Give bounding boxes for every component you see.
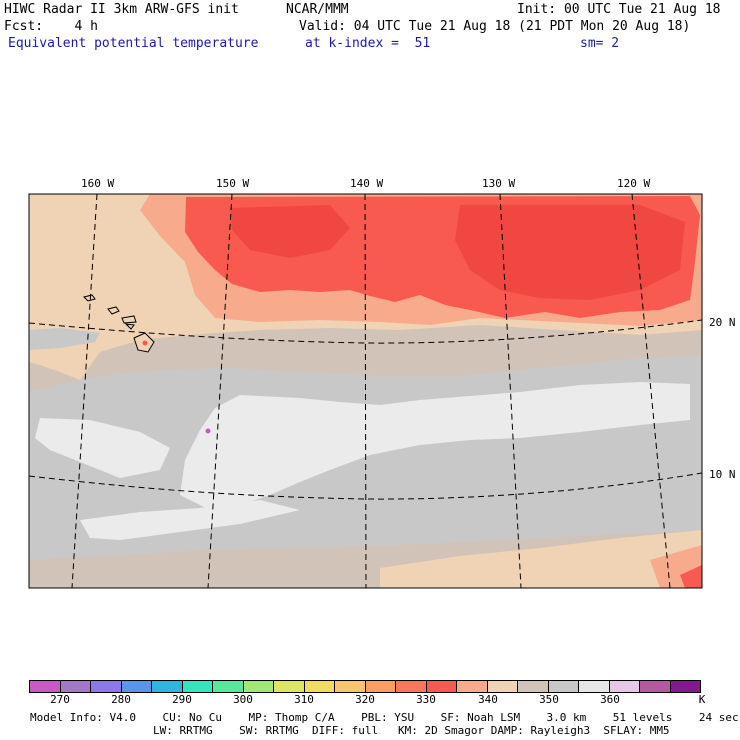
colorbar-tick-320: 320 bbox=[355, 693, 375, 706]
physics-info-line: LW: RRTMG SW: RRTMG DIFF: full KM: 2D Sm… bbox=[153, 724, 670, 737]
smoothing-label: sm= 2 bbox=[580, 36, 620, 51]
white-band-west bbox=[35, 418, 170, 478]
colorbar-swatch-19 bbox=[609, 681, 640, 692]
colorbar-tick-270: 270 bbox=[50, 693, 70, 706]
colorbar-swatch-8 bbox=[274, 681, 305, 692]
hawaiian-islands bbox=[83, 294, 155, 353]
lon-label-150w: 150 W bbox=[216, 177, 250, 190]
forecast-hour: Fcst: 4 h bbox=[4, 19, 98, 34]
colorbar-tick-360: 360 bbox=[600, 693, 620, 706]
colorbar-swatch-1 bbox=[60, 681, 91, 692]
red-core-west bbox=[230, 205, 350, 258]
valid-time: Valid: 04 UTC Tue 21 Aug 18 (21 PDT Mon … bbox=[299, 19, 691, 34]
white-band bbox=[180, 382, 690, 510]
colorbar-tick-300: 300 bbox=[233, 693, 253, 706]
colorbar bbox=[29, 680, 701, 693]
colorbar-swatch-18 bbox=[579, 681, 610, 692]
colorbar-swatch-6 bbox=[213, 681, 244, 692]
grey-belt-north-finger bbox=[29, 328, 100, 350]
colorbar-unit: K bbox=[698, 693, 706, 706]
map-frame bbox=[28, 193, 703, 589]
model-info-line: Model Info: V4.0 CU: No Cu MP: Thomp C/A… bbox=[30, 711, 739, 724]
colorbar-swatch-13 bbox=[426, 681, 457, 692]
white-band-southwest bbox=[80, 500, 300, 540]
colorbar-swatch-3 bbox=[121, 681, 152, 692]
org-label: NCAR/MMM bbox=[286, 2, 349, 17]
colorbar-tick-280: 280 bbox=[111, 693, 131, 706]
field-name: Equivalent potential temperature bbox=[8, 36, 259, 51]
colorbar-swatch-21 bbox=[670, 681, 700, 692]
colorbar-swatch-12 bbox=[396, 681, 427, 692]
colorbar-tick-310: 310 bbox=[294, 693, 314, 706]
lon-label-140w: 140 W bbox=[350, 177, 384, 190]
model-title: HIWC Radar II 3km ARW-GFS init bbox=[4, 2, 239, 17]
colorbar-swatch-11 bbox=[365, 681, 396, 692]
colorbar-swatch-14 bbox=[457, 681, 488, 692]
lat-label-10n: 10 N bbox=[709, 468, 736, 481]
lon-label-160w: 160 W bbox=[81, 177, 115, 190]
colorbar-swatch-20 bbox=[640, 681, 671, 692]
southern-peach bbox=[380, 530, 702, 588]
red-core-east bbox=[455, 205, 685, 300]
colorbar-tick-340: 340 bbox=[478, 693, 498, 706]
colorbar-swatch-15 bbox=[487, 681, 518, 692]
colorbar-swatch-10 bbox=[335, 681, 366, 692]
colorbar-swatch-16 bbox=[518, 681, 549, 692]
colorbar-swatch-0 bbox=[30, 681, 61, 692]
colorbar-swatch-5 bbox=[182, 681, 213, 692]
colorbar-swatch-9 bbox=[304, 681, 335, 692]
southeast-red bbox=[680, 565, 702, 588]
lat-label-20n: 20 N bbox=[709, 316, 736, 329]
init-time: Init: 00 UTC Tue 21 Aug 18 bbox=[517, 2, 721, 17]
colorbar-swatch-7 bbox=[243, 681, 274, 692]
storm-marker bbox=[205, 428, 211, 434]
colorbar-swatch-17 bbox=[548, 681, 579, 692]
colorbar-tick-350: 350 bbox=[539, 693, 559, 706]
graticule bbox=[29, 194, 702, 588]
colorbar-tick-330: 330 bbox=[416, 693, 436, 706]
colorbar-swatch-2 bbox=[91, 681, 122, 692]
lon-label-130w: 130 W bbox=[482, 177, 516, 190]
level-label: at k-index = 51 bbox=[305, 36, 431, 51]
colorbar-tick-290: 290 bbox=[172, 693, 192, 706]
lon-label-120w: 120 W bbox=[617, 177, 651, 190]
colorbar-swatch-4 bbox=[152, 681, 183, 692]
